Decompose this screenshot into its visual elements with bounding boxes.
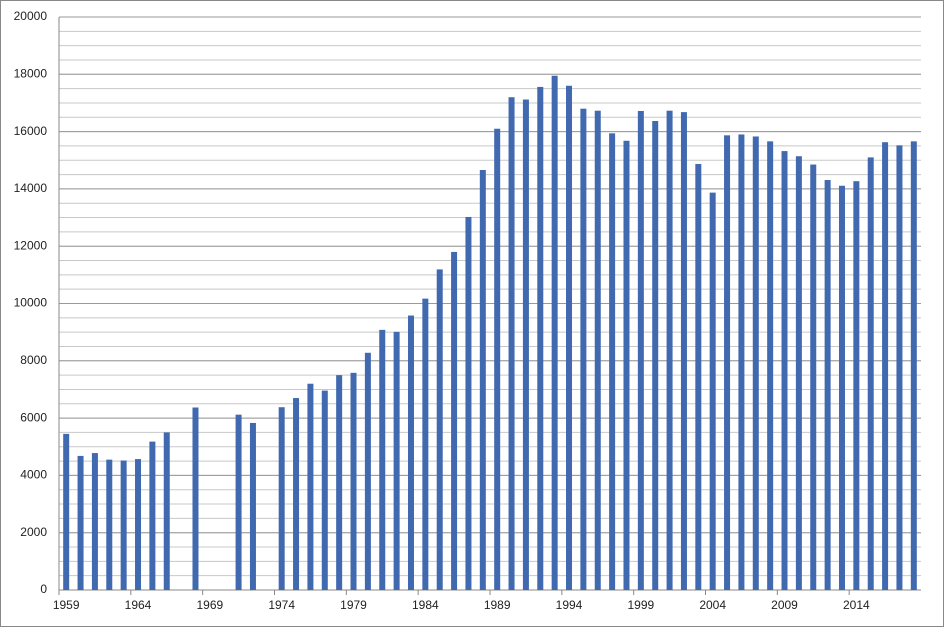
- bar: [824, 180, 831, 590]
- bar: [407, 315, 414, 590]
- bar: [91, 453, 98, 590]
- bar: [494, 128, 501, 591]
- bar: [350, 372, 357, 590]
- x-tick-label: 1994: [556, 598, 583, 612]
- bar: [652, 120, 659, 590]
- bar: [149, 441, 156, 590]
- bar: [278, 407, 285, 590]
- bar: [77, 455, 84, 590]
- y-tick-label: 20000: [14, 9, 48, 23]
- x-tick-label: 1964: [125, 598, 152, 612]
- bar: [120, 460, 127, 590]
- bar: [293, 398, 300, 590]
- bar: [594, 110, 601, 591]
- bar: [795, 156, 802, 590]
- bar: [192, 407, 199, 590]
- x-tick-label: 1984: [412, 598, 439, 612]
- y-tick-label: 16000: [14, 124, 48, 138]
- bar: [249, 422, 256, 590]
- bar: [781, 151, 788, 590]
- bar: [767, 141, 774, 590]
- bar: [508, 97, 515, 590]
- y-tick-label: 4000: [20, 468, 47, 482]
- bar: [163, 432, 170, 590]
- bar: [609, 133, 616, 590]
- y-tick-label: 10000: [14, 296, 48, 310]
- x-tick-label: 2009: [771, 598, 798, 612]
- bar: [580, 108, 587, 591]
- bar: [709, 192, 716, 590]
- bar: [623, 140, 630, 590]
- bar: [307, 383, 314, 590]
- bar: [882, 142, 889, 590]
- x-tick-label: 1989: [484, 598, 511, 612]
- bar: [393, 331, 400, 590]
- bar: [106, 459, 113, 590]
- bar: [896, 145, 903, 591]
- x-tick-label: 1959: [53, 598, 80, 612]
- bar: [853, 181, 860, 591]
- bar: [451, 251, 458, 590]
- y-tick-label: 14000: [14, 181, 48, 195]
- bar: [479, 169, 486, 590]
- x-tick-label: 1974: [268, 598, 295, 612]
- bar: [235, 414, 242, 590]
- x-tick-label: 1999: [627, 598, 654, 612]
- bar: [336, 375, 343, 590]
- bar: [566, 85, 573, 590]
- x-tick-label: 1969: [196, 598, 223, 612]
- bar: [135, 459, 142, 590]
- y-tick-label: 2000: [20, 525, 47, 539]
- bar: [752, 136, 759, 590]
- bar: [465, 216, 472, 591]
- bar: [436, 269, 443, 590]
- bar: [637, 110, 644, 591]
- bar: [551, 75, 558, 591]
- bar: [422, 298, 429, 590]
- bar: [680, 112, 687, 591]
- bar: [810, 164, 817, 591]
- bar: [321, 390, 328, 590]
- y-tick-label: 12000: [14, 238, 48, 252]
- bar: [364, 352, 371, 590]
- x-tick-label: 2004: [699, 598, 726, 612]
- bar: [379, 329, 386, 590]
- bar: [910, 141, 917, 590]
- bar: [666, 110, 673, 591]
- y-tick-label: 8000: [20, 353, 47, 367]
- y-tick-label: 0: [40, 582, 47, 596]
- y-tick-label: 6000: [20, 410, 47, 424]
- bar: [738, 134, 745, 590]
- bar: [63, 433, 70, 590]
- bar: [537, 86, 544, 590]
- x-tick-label: 2014: [843, 598, 870, 612]
- bar: [522, 99, 529, 591]
- bar: [695, 163, 702, 591]
- bar: [867, 157, 874, 590]
- bar: [838, 185, 845, 590]
- x-tick-label: 1979: [340, 598, 367, 612]
- y-tick-label: 18000: [14, 66, 48, 80]
- bar: [724, 135, 731, 590]
